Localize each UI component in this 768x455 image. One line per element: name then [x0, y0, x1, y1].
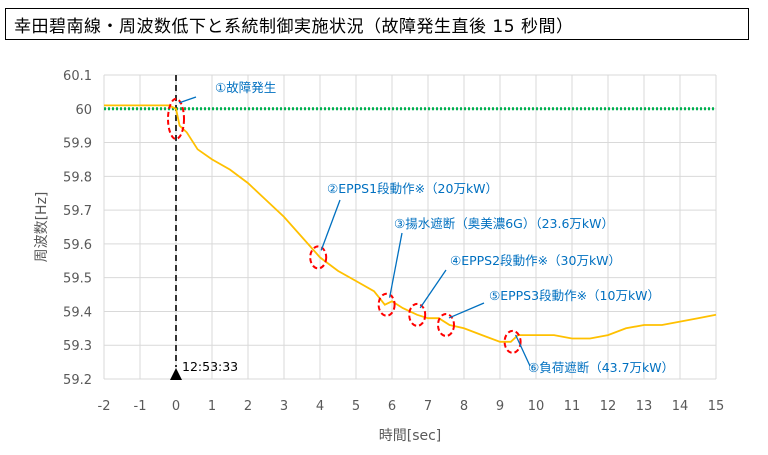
event-marker-ellipse — [377, 292, 396, 317]
event-pointer-line — [515, 334, 531, 367]
x-tick-label: 10 — [528, 399, 545, 414]
event-pointer-line — [419, 269, 447, 309]
event-label: ⑥負荷遮断（43.7万kW） — [528, 360, 674, 375]
x-tick-label: 0 — [172, 399, 180, 414]
y-tick-label: 59.3 — [63, 339, 92, 354]
y-tick-label: 59.8 — [63, 170, 92, 185]
x-tick-label: 14 — [672, 399, 689, 414]
y-tick-label: 59.6 — [63, 238, 92, 253]
x-axis-label: 時間[sec] — [379, 428, 442, 444]
event-label: ③揚水遮断（奥美濃6G）（23.6万kW） — [394, 216, 614, 231]
y-axis-label: 周波数[Hz] — [34, 192, 50, 263]
fault-marker-triangle — [170, 368, 182, 380]
event-label: ④EPPS2段動作※（30万kW） — [450, 253, 621, 268]
x-tick-label: 4 — [316, 399, 324, 414]
y-tick-label: 59.7 — [63, 204, 92, 219]
y-tick-label: 60 — [75, 103, 92, 118]
event-marker-ellipse — [408, 302, 427, 327]
event-annotations: ①故障発生 ②EPPS1段動作※（20万kW） ③揚水遮断（奥美濃6G）（23.6万… — [167, 80, 674, 375]
event-marker-ellipse — [437, 312, 455, 337]
event-label: ①故障発生 — [215, 80, 276, 95]
x-tick-label: 3 — [280, 399, 288, 414]
event-pointer-line — [320, 199, 341, 251]
x-tick-label: 9 — [496, 399, 504, 414]
fault-time-label: 12:53:33 — [182, 359, 238, 374]
x-tick-label: -2 — [98, 399, 111, 414]
event-marker-ellipse — [503, 329, 522, 354]
event-label: ②EPPS1段動作※（20万kW） — [327, 181, 498, 196]
x-tick-label: 11 — [564, 399, 581, 414]
y-tick-label: 60.1 — [63, 69, 92, 84]
x-tick-label: -1 — [134, 399, 147, 414]
event-pointer-line — [448, 302, 485, 319]
x-tick-label: 2 — [244, 399, 252, 414]
event-marker-ellipse — [167, 97, 185, 140]
event-label: ⑤EPPS3段動作※（10万kW） — [489, 288, 660, 303]
x-tick-label: 8 — [460, 399, 468, 414]
y-tick-label: 59.5 — [63, 272, 92, 287]
event-pointer-line — [178, 96, 197, 104]
x-tick-label: 6 — [388, 399, 396, 414]
event-marker-ellipse — [309, 245, 328, 270]
x-tick-label: 15 — [708, 399, 725, 414]
event-pointer-line — [388, 232, 403, 298]
page-title: 幸田碧南線・周波数低下と系統制御実施状況（故障発生直後 15 秒間） — [5, 8, 749, 40]
x-tick-label: 5 — [352, 399, 360, 414]
x-tick-label: 12 — [600, 399, 617, 414]
x-tick-label: 7 — [424, 399, 432, 414]
x-tick-label: 13 — [636, 399, 653, 414]
x-tick-label: 1 — [208, 399, 216, 414]
x-tick-labels: -2 -1 0 1 2 3 4 5 6 7 8 9 10 11 12 13 14 15 — [98, 399, 725, 414]
y-tick-label: 59.2 — [63, 373, 92, 388]
y-tick-label: 59.9 — [63, 137, 92, 152]
y-tick-label: 59.4 — [63, 305, 92, 320]
y-tick-labels: 59.2 59.3 59.4 59.5 59.6 59.7 59.8 59.9 60 60.1 — [63, 69, 92, 388]
